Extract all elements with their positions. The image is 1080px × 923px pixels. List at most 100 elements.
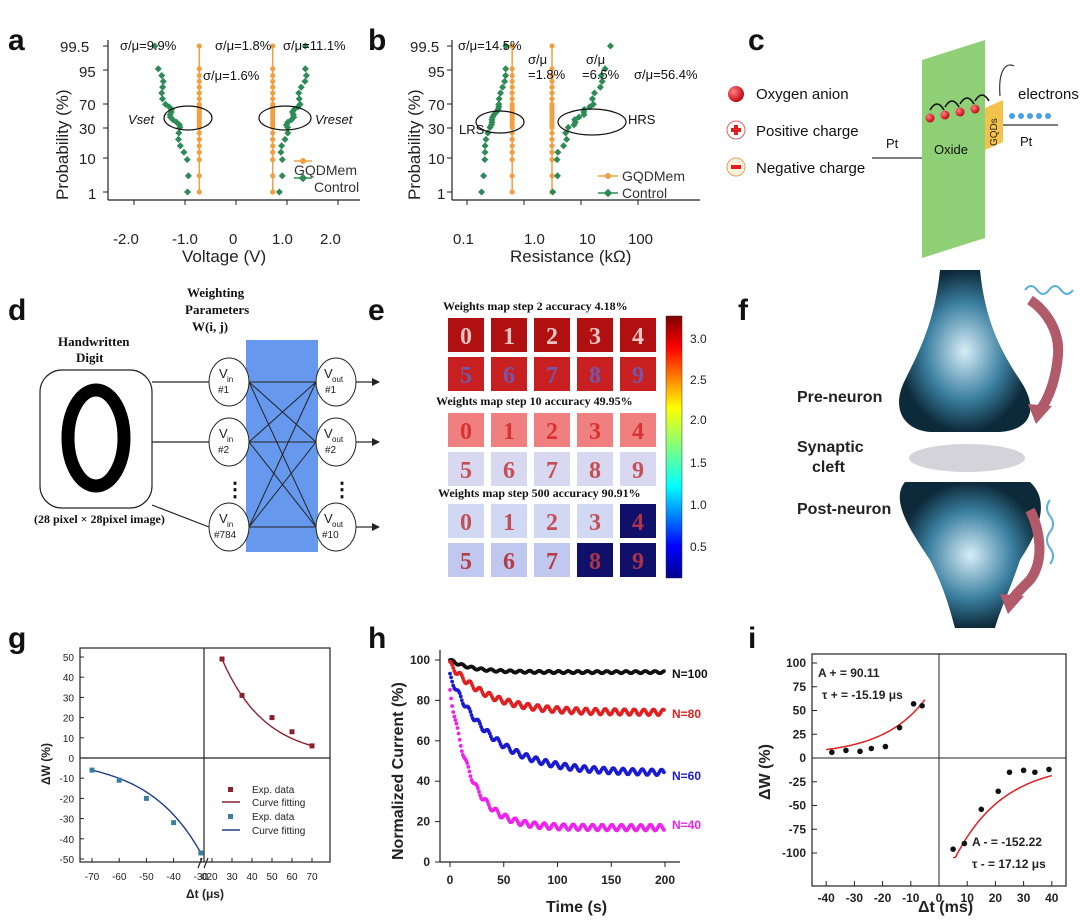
electron-icon (1045, 113, 1051, 119)
data-point (882, 743, 889, 750)
control-point (277, 148, 285, 156)
gqdmem-point (509, 101, 515, 107)
electron-icon (1027, 113, 1033, 119)
gqdmem-point (509, 143, 515, 149)
axis-break (197, 857, 203, 869)
xtick-label: -2.0 (113, 231, 139, 248)
weight-map-digit: 1 (503, 419, 515, 445)
electron-icon (1018, 113, 1024, 119)
xtick-label: -40 (166, 872, 181, 883)
vin-label: V (219, 511, 228, 526)
control-point (597, 71, 605, 80)
series-label: N=80 (672, 707, 701, 721)
weight-map-tile (534, 357, 570, 391)
weight-map-digit: 7 (546, 549, 558, 575)
gqdmem-point (270, 72, 276, 79)
data-point (995, 788, 1002, 795)
weight-connection (248, 381, 317, 443)
control-point (554, 148, 562, 156)
legend-marker (300, 158, 306, 164)
control-point (502, 71, 510, 80)
annotation: σ/μ (528, 52, 547, 67)
control-point (184, 172, 192, 180)
legend-marker (228, 787, 233, 792)
pre-neuron-shape (899, 270, 1031, 432)
weight-map-tile (491, 318, 527, 352)
negative-fit-curve (91, 769, 202, 854)
data-point (961, 840, 968, 847)
control-point (297, 83, 305, 91)
ytick-label: 10 (63, 734, 75, 745)
gqdmem-point (549, 130, 555, 136)
xtick-label: 0 (229, 231, 237, 248)
gqdmem-point (270, 149, 276, 155)
vout-num: #10 (322, 530, 339, 541)
vin-subscript: in (227, 520, 233, 529)
gqdmem-point (270, 101, 276, 107)
gqdmem-point (549, 96, 555, 102)
series-point (467, 769, 472, 774)
gqdmem-point (549, 149, 555, 155)
control-point (284, 129, 292, 137)
oxygen-anion-icon (728, 86, 744, 102)
control-point (151, 42, 159, 50)
control-point (598, 77, 606, 85)
xtick-label: 150 (601, 873, 621, 887)
legend-marker (605, 173, 611, 179)
control-point (563, 135, 571, 143)
series-point (485, 799, 490, 804)
weight-map-digit: 5 (460, 458, 472, 484)
signal-wave (1024, 285, 1074, 295)
oxygen-anion-icon (925, 113, 935, 123)
hop-arrow (944, 100, 960, 108)
weight-map-tile (448, 413, 484, 447)
data-point (1046, 766, 1052, 773)
control-point (480, 172, 488, 180)
xtick-label: 30 (226, 872, 238, 883)
panel-label-a: a (8, 24, 25, 57)
legend-label: Control (622, 185, 667, 201)
control-point (275, 188, 283, 196)
control-point (481, 148, 489, 156)
hrs-ellipse (557, 108, 627, 136)
electrons-label: electrons (1018, 86, 1079, 103)
weight-map-digit: 5 (460, 363, 472, 389)
vout-subscript: out (332, 375, 344, 384)
xtick-label: 60 (286, 872, 298, 883)
vin-num: #2 (218, 445, 230, 456)
weight-map-tile (534, 452, 570, 486)
ytick-label: -20 (60, 794, 75, 805)
legend-label: Exp. data (252, 812, 295, 823)
plus-v (734, 125, 738, 135)
series-point (477, 789, 481, 794)
control-point (158, 71, 166, 80)
xtick-label: 0 (447, 873, 454, 887)
control-point (495, 95, 503, 103)
gqdmem-point (509, 78, 515, 84)
annotation: τ - = 17.12 μs (972, 857, 1046, 871)
gqdmem-point (509, 173, 515, 179)
chart-g: -50 -40 -30 -20 -10 0 10 20 30 40 50 -70 -60 -50 -40 -3… (39, 647, 331, 901)
control-point (481, 156, 489, 164)
ytick-label: 60 (417, 734, 431, 748)
gqdmem-point (509, 66, 515, 72)
control-point (549, 188, 557, 196)
hop-arrow (974, 94, 990, 102)
ytick-label: 95 (79, 64, 96, 81)
series-point (459, 698, 464, 703)
data-point (857, 748, 863, 755)
gqdmem-point (509, 189, 515, 195)
legend-label: Curve fitting (252, 798, 305, 809)
xtick-label: 1.0 (524, 231, 545, 248)
series-point (449, 675, 453, 680)
positive-data-point (289, 729, 295, 735)
panel-label-h: h (368, 622, 386, 655)
ytick-label: 50 (63, 653, 75, 664)
weight-map-tile (491, 543, 527, 577)
weight-map-tile (534, 413, 570, 447)
step10-title: Weights map step 10 accuracy 49.95% (436, 394, 633, 408)
positive-data-point (219, 656, 225, 662)
ytick-label: 1 (88, 186, 96, 203)
annotation: σ/μ=14.5% (458, 38, 522, 53)
gqdmem-point (196, 149, 202, 155)
